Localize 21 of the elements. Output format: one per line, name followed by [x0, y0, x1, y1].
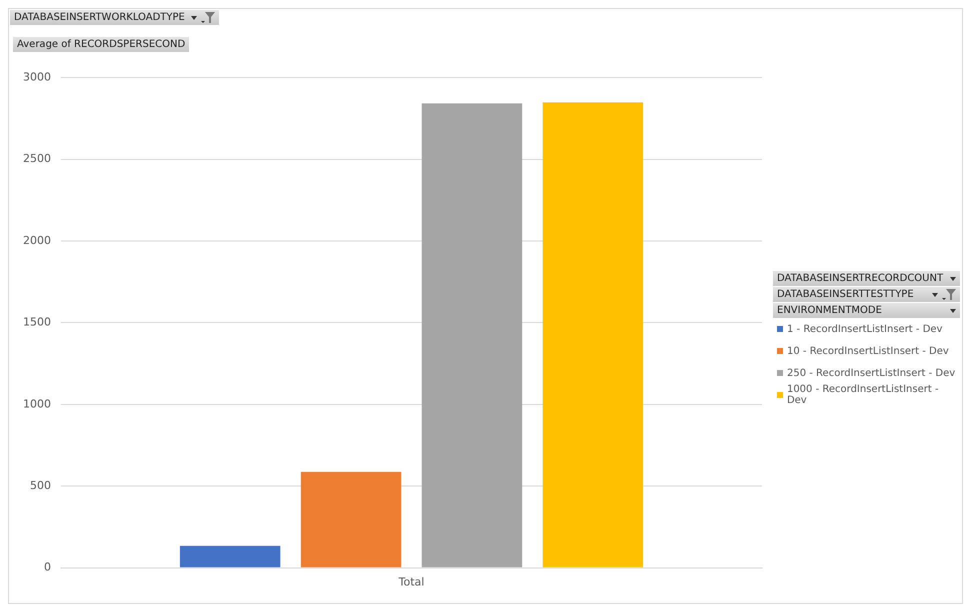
text: DATABASEINSERTTESTTYPE: [773, 287, 960, 302]
legend-label: 250 - RecordInsertListInsert - Dev: [787, 368, 956, 378]
text: DATABASEINSERTRECORDCOUNT: [773, 271, 960, 286]
y-tick-label: 2500: [22, 152, 51, 166]
y-tick-label: 1500: [22, 316, 51, 329]
x-tick-label: Total: [398, 575, 424, 588]
bar: [422, 103, 522, 568]
bar: [300, 472, 402, 568]
legend-label: 1 - RecordInsertListInsert - Dev: [787, 324, 942, 334]
y-tick-label: 500: [30, 478, 51, 492]
text: DATABASEINSERTWORKLOADTYPE: [10, 10, 219, 25]
legend-label: 10 - RecordInsertListInsert - Dev: [787, 346, 949, 356]
legend-label: 1000 - RecordInsertListInsert - Dev: [786, 384, 940, 406]
y-tick-label: 2000: [22, 234, 51, 247]
bar: [542, 102, 644, 568]
y-tick-label: 3000: [22, 70, 51, 84]
y-tick-label: 1000: [22, 397, 51, 410]
bar: [180, 546, 280, 568]
y-tick-label: 0: [44, 560, 51, 574]
legend-title: ENVIRONMENTMODE: [773, 303, 960, 318]
y-axis-title: Average of RECORDSPERSECOND: [13, 37, 190, 52]
